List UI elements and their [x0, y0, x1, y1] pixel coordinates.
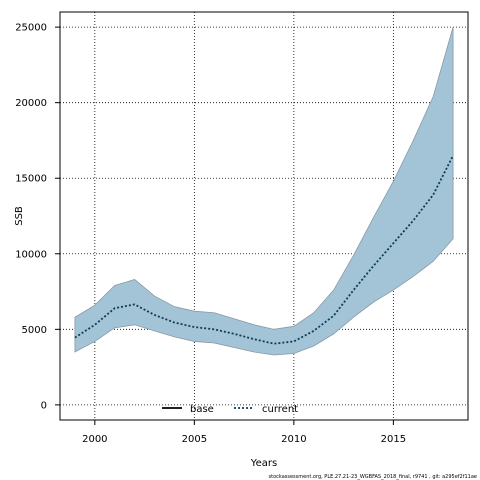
y-tick-label: 25000 — [15, 23, 47, 34]
y-tick-label: 10000 — [15, 249, 47, 260]
series-layer — [74, 155, 454, 345]
plot-frame — [59, 11, 469, 421]
series-line-current — [74, 155, 454, 345]
axes-layer: 2000 2005 2010 2015 0 5000 10000 15000 20000 2500… — [15, 23, 406, 445]
band-layer — [74, 26, 454, 356]
legend-current-label: current — [262, 404, 298, 415]
legend-base-label: base — [190, 404, 214, 415]
y-tick-label: 20000 — [15, 98, 47, 109]
y-tick-label: 0 — [41, 400, 47, 411]
y-axis-title: SSB — [14, 206, 25, 226]
y-tick-label: 15000 — [15, 174, 47, 185]
confidence-band — [74, 26, 454, 356]
x-tick-label: 2005 — [182, 434, 207, 445]
x-tick-label: 2015 — [381, 434, 406, 445]
x-axis-title: Years — [250, 458, 277, 469]
x-tick-label: 2000 — [82, 434, 107, 445]
y-tick-label: 5000 — [22, 325, 47, 336]
footnote: stockassessment.org, PLE.27.21-23_WGBFAS… — [269, 474, 477, 480]
x-tick-label: 2010 — [281, 434, 306, 445]
legend: base current — [162, 404, 298, 415]
